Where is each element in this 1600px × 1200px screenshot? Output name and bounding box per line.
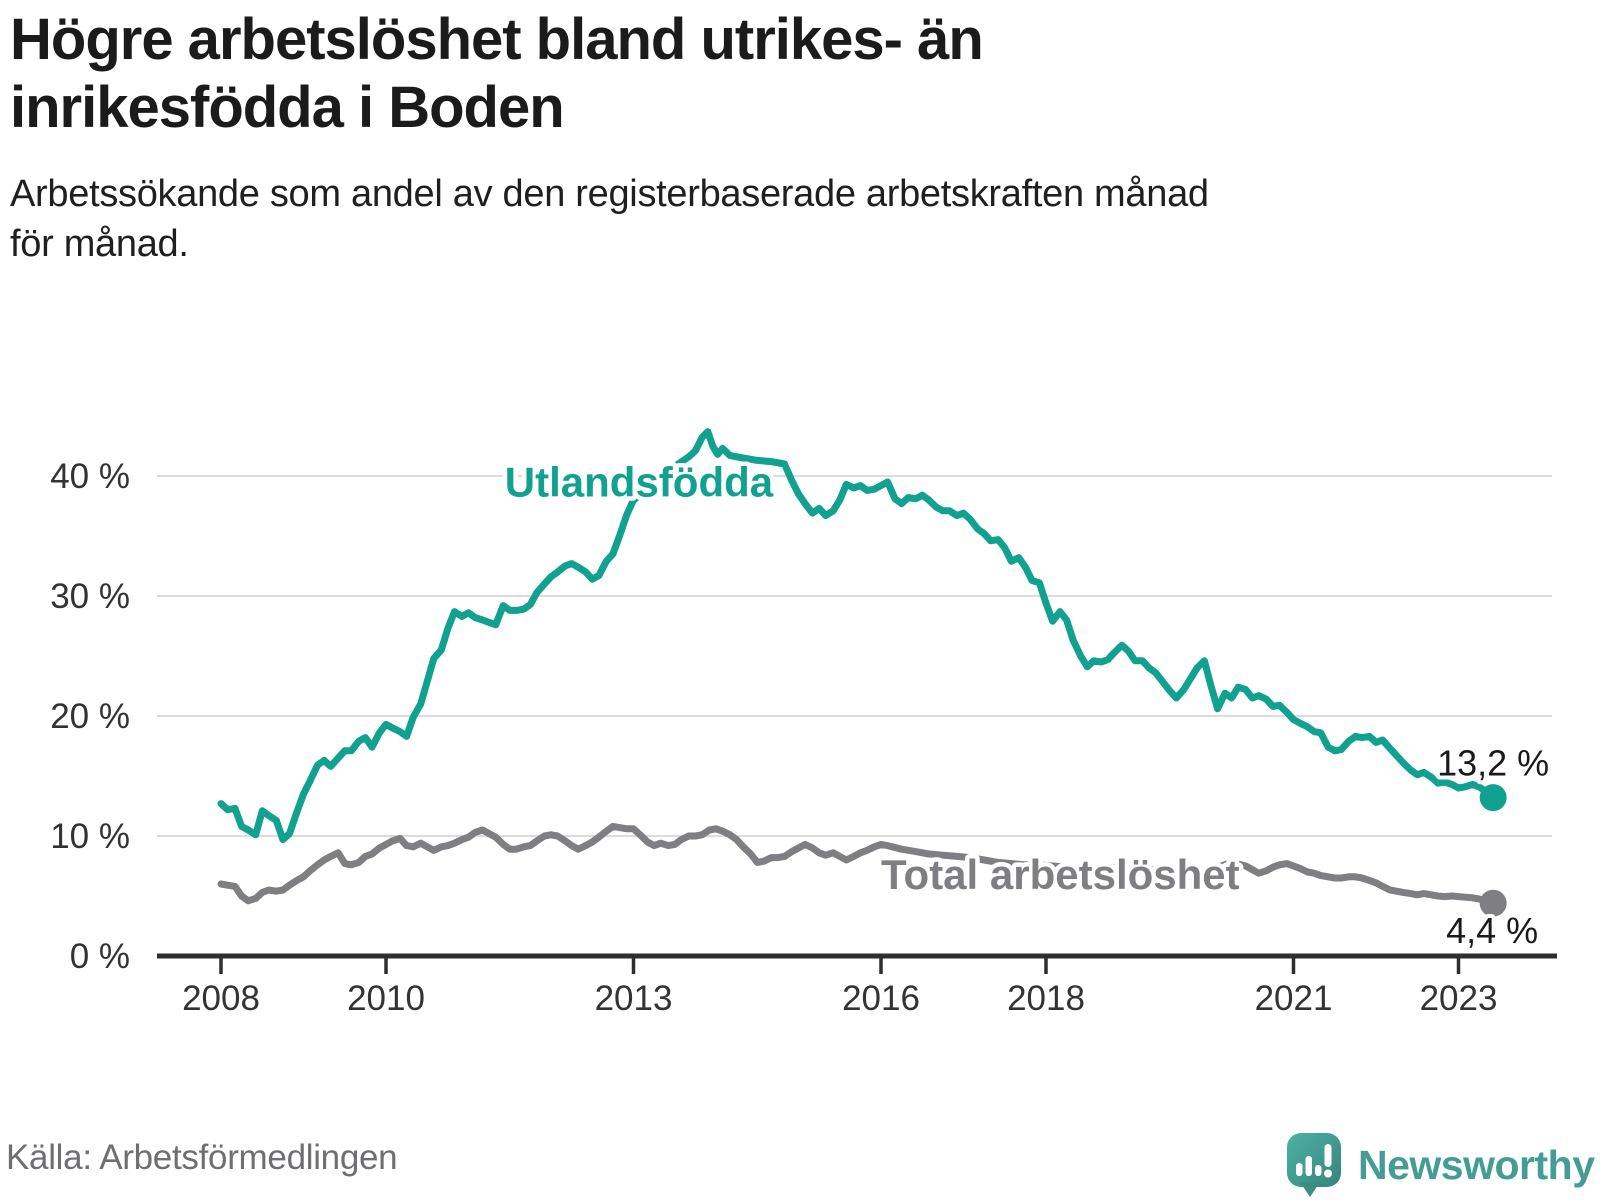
x-axis-label-2013: 2013 [595, 979, 673, 1018]
x-axis-label-2021: 2021 [1255, 979, 1333, 1018]
newsworthy-logo: Newsworthy [1286, 1132, 1595, 1198]
subtitle-line-2: för månad. [10, 223, 189, 266]
chart-subtitle: Arbetssökande som andel av den registerb… [10, 169, 1570, 269]
chart-header: Högre arbetslöshet bland utrikes- än inr… [10, 6, 1570, 269]
y-axis-label-10: 10 % [50, 817, 130, 856]
x-axis-label-2018: 2018 [1007, 979, 1085, 1018]
end-value-label-utlandsf-dda: 13,2 % [1437, 743, 1549, 784]
y-axis-label-40: 40 % [50, 457, 130, 496]
series-line-utlandsf-dda [217, 428, 1497, 844]
title-line-1: Högre arbetslöshet bland utrikes- än [10, 7, 984, 72]
series-label-total-arbetsl-shet: Total arbetslöshet [881, 851, 1240, 898]
x-axis-label-2008: 2008 [182, 979, 260, 1018]
x-axis-label-2023: 2023 [1420, 979, 1498, 1018]
x-axis-label-2016: 2016 [842, 979, 920, 1018]
page-title: Högre arbetslöshet bland utrikes- än inr… [10, 6, 1570, 143]
y-axis-label-30: 30 % [50, 577, 130, 616]
end-value-label-total-arbetsl-shet: 4,4 % [1446, 910, 1538, 951]
series-label-utlandsf-dda: Utlandsfödda [505, 458, 774, 505]
line-chart: 0 % 10 % 20 % 30 % 40 % 2008 2010 2013 2016 2018 2… [50, 428, 1557, 1018]
series-end-dot-total-arbetsl-shet [1479, 889, 1507, 917]
brand-name: Newsworthy [1358, 1141, 1595, 1188]
y-axis-label-20: 20 % [50, 697, 130, 736]
series-end-dot-utlandsf-dda [1479, 784, 1507, 812]
subtitle-line-1: Arbetssökande som andel av den registerb… [10, 172, 1209, 215]
x-axis-label-2010: 2010 [347, 979, 425, 1018]
title-line-2: inrikesfödda i Boden [10, 75, 565, 141]
series-line-total-arbetsl-shet [217, 822, 1497, 907]
y-axis-label-0: 0 % [70, 937, 130, 976]
speech-bubble-bar-chart-icon [1287, 1133, 1341, 1197]
source-note: Källa: Arbetsförmedlingen [6, 1138, 398, 1177]
